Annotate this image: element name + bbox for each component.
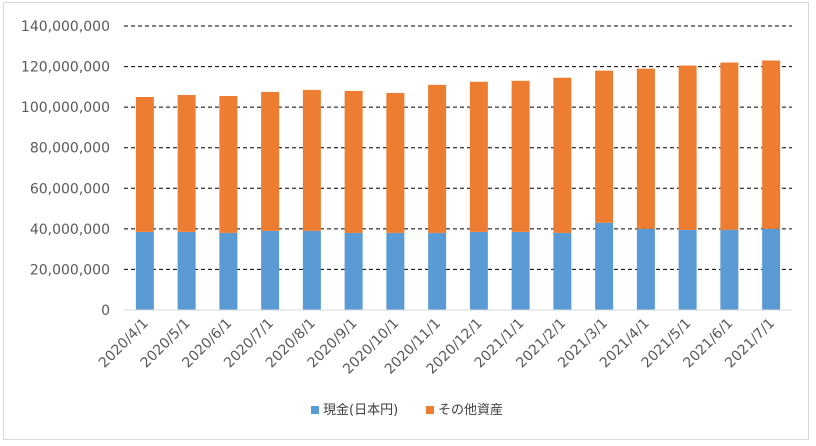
bar-cash xyxy=(720,229,739,310)
y-tick-label: 20,000,000 xyxy=(30,262,110,278)
bar-cash xyxy=(135,231,154,310)
legend-swatch-cash xyxy=(311,406,319,414)
bar-other-assets xyxy=(595,70,614,223)
y-tick-label: 40,000,000 xyxy=(30,222,110,238)
bar-other-assets xyxy=(636,68,655,229)
bar-cash xyxy=(261,230,280,310)
bar-other-assets xyxy=(386,92,405,233)
bar-cash xyxy=(511,231,530,310)
bars xyxy=(135,60,781,310)
y-tick-label: 80,000,000 xyxy=(30,141,110,157)
bar-cash xyxy=(219,232,238,310)
legend-label-other-assets: その他資産 xyxy=(438,402,503,418)
bar-other-assets xyxy=(762,60,781,229)
bar-cash xyxy=(302,230,321,310)
y-tick-label: 60,000,000 xyxy=(30,181,110,197)
bar-other-assets xyxy=(511,80,530,232)
bar-other-assets xyxy=(302,89,321,231)
bar-cash xyxy=(636,228,655,310)
bar-cash xyxy=(469,231,488,310)
y-tick-label: 100,000,000 xyxy=(21,100,110,116)
bar-other-assets xyxy=(344,90,363,233)
bar-other-assets xyxy=(177,94,196,232)
bar-other-assets xyxy=(261,91,280,231)
bar-other-assets xyxy=(135,97,154,232)
x-axis-tick-labels: 2020/4/12020/5/12020/6/12020/7/12020/8/1… xyxy=(96,316,778,378)
bar-cash xyxy=(678,229,697,310)
bar-other-assets xyxy=(678,65,697,230)
legend: 現金(日本円) その他資産 xyxy=(311,402,503,418)
bar-cash xyxy=(386,232,405,310)
bar-other-assets xyxy=(553,77,572,233)
bar-cash xyxy=(595,222,614,310)
y-tick-label: 120,000,000 xyxy=(21,60,110,76)
y-tick-label: 140,000,000 xyxy=(21,19,110,35)
bar-other-assets xyxy=(720,62,739,230)
y-tick-label: 0 xyxy=(101,303,110,319)
bar-cash xyxy=(762,228,781,310)
bar-other-assets xyxy=(469,81,488,232)
bar-other-assets xyxy=(428,84,447,233)
bar-cash xyxy=(344,232,363,310)
bar-cash xyxy=(177,231,196,310)
legend-label-cash: 現金(日本円) xyxy=(323,402,398,418)
bar-cash xyxy=(428,232,447,310)
bar-other-assets xyxy=(219,95,238,233)
legend-swatch-other-assets xyxy=(426,406,434,414)
bar-cash xyxy=(553,232,572,310)
y-axis-tick-labels: 0 20,000,000 40,000,000 60,000,000 80,000,00… xyxy=(21,19,110,319)
